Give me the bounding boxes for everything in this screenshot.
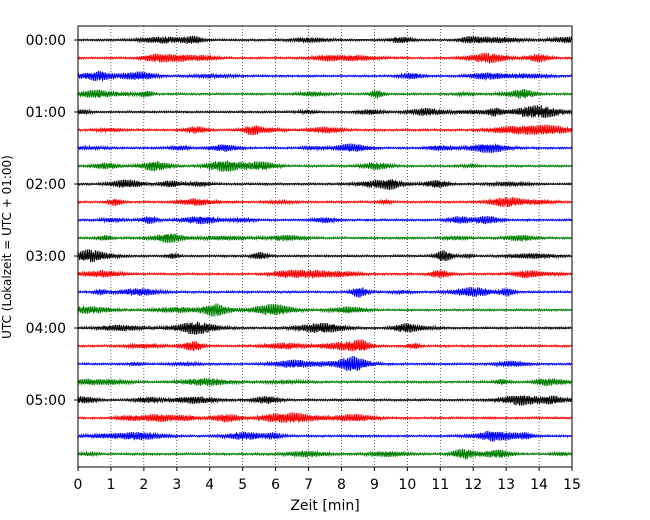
x-tick-label-15: 15	[563, 477, 581, 493]
trace-0530	[77, 430, 573, 442]
trace-0130	[77, 143, 573, 154]
x-tick-label-10: 10	[398, 477, 416, 493]
x-tick-label-0: 0	[74, 477, 83, 493]
trace-0245	[77, 233, 573, 243]
y-axis-ticks: 00:00 01:00 02:00 03:00 04:00 05:00	[26, 33, 78, 409]
x-tick-label-6: 6	[271, 477, 280, 493]
y-axis-label: UTC (Lokalzeit = UTC + 01:00)	[0, 155, 14, 339]
trace-0215	[77, 196, 573, 208]
x-tick-label-1: 1	[106, 477, 115, 493]
trace-0400	[77, 321, 572, 335]
trace-0415	[77, 339, 573, 352]
x-tick-label-9: 9	[370, 477, 379, 493]
x-tick-label-14: 14	[530, 477, 548, 493]
trace-0100	[77, 105, 573, 119]
x-tick-label-5: 5	[238, 477, 247, 493]
y-tick-label-05:00: 05:00	[26, 393, 66, 409]
y-tick-label-04:00: 04:00	[26, 321, 66, 337]
x-tick-label-11: 11	[431, 477, 449, 493]
trace-0230	[77, 215, 573, 225]
trace-0430	[77, 355, 572, 372]
trace-0500	[77, 395, 573, 406]
plot-frame	[77, 25, 573, 468]
x-tick-label-8: 8	[337, 477, 346, 493]
trace-0115	[77, 124, 573, 136]
x-axis-label: Zeit [min]	[290, 498, 359, 514]
x-tick-label-3: 3	[172, 477, 181, 493]
y-tick-label-02:00: 02:00	[26, 177, 66, 193]
x-tick-label-4: 4	[205, 477, 214, 493]
y-tick-label-00:00: 00:00	[26, 33, 66, 49]
x-axis-ticks: 0 1 2 3 4 5 6 7 8 9 10 11 12 13 14 15	[74, 467, 581, 493]
y-tick-label-01:00: 01:00	[26, 105, 66, 121]
trace-0545	[77, 448, 573, 460]
trace-0300	[77, 249, 573, 263]
trace-0145	[77, 160, 573, 172]
trace-0515	[77, 412, 573, 424]
x-tick-label-12: 12	[464, 477, 482, 493]
trace-0030	[77, 70, 573, 82]
trace-0000	[77, 35, 573, 45]
y-tick-label-03:00: 03:00	[26, 249, 66, 265]
trace-0345	[77, 303, 572, 317]
x-tick-label-13: 13	[497, 477, 515, 493]
trace-0015	[77, 52, 573, 64]
trace-0330	[77, 286, 573, 298]
trace-0200	[77, 178, 572, 191]
trace-0045	[77, 89, 573, 99]
x-tick-label-2: 2	[139, 477, 148, 493]
trace-0445	[77, 377, 573, 387]
x-tick-label-7: 7	[304, 477, 313, 493]
trace-group	[77, 35, 573, 460]
trace-0315	[77, 269, 572, 279]
